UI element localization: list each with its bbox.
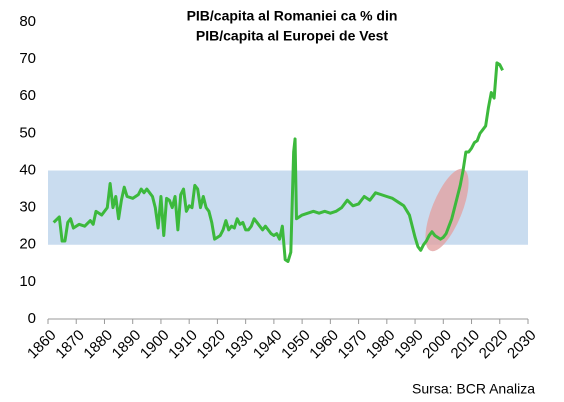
x-tick-label: 1930	[222, 327, 258, 363]
y-tick-label: 30	[19, 199, 36, 216]
x-tick-label: 1910	[165, 327, 201, 363]
x-tick-label: 1870	[52, 327, 88, 363]
x-tick-label: 1880	[80, 327, 116, 363]
x-tick-label: 1920	[193, 327, 229, 363]
data-line	[52, 61, 504, 263]
y-tick-label: 80	[19, 13, 36, 30]
y-tick-label: 10	[19, 273, 36, 290]
x-tick-label: 1960	[306, 327, 342, 363]
y-tick-label: 50	[19, 124, 36, 141]
x-tick-label: 2020	[476, 327, 512, 363]
y-tick-label: 40	[19, 161, 36, 178]
x-tick-label: 1990	[391, 327, 427, 363]
x-tick-label: 2000	[419, 327, 455, 363]
x-tick-label: 1890	[109, 327, 145, 363]
x-tick-label: 2030	[504, 327, 540, 363]
x-tick-label: 1970	[335, 327, 371, 363]
x-tick-label: 1900	[137, 327, 173, 363]
y-tick-label: 70	[19, 50, 36, 67]
chart-title: PIB/capita al Europei de Vest	[196, 28, 389, 44]
y-tick-label: 0	[28, 310, 36, 327]
x-tick-label: 1860	[24, 327, 60, 363]
x-tick-label: 1940	[250, 327, 286, 363]
x-tick-label: 1950	[278, 327, 314, 363]
x-tick-label: 1980	[363, 327, 399, 363]
y-tick-label: 60	[19, 87, 36, 104]
y-tick-label: 20	[19, 236, 36, 253]
chart-title: PIB/capita al Romaniei ca % din	[187, 8, 398, 24]
source-note: Sursa: BCR Analiza	[412, 381, 535, 397]
x-tick-label: 2010	[448, 327, 484, 363]
